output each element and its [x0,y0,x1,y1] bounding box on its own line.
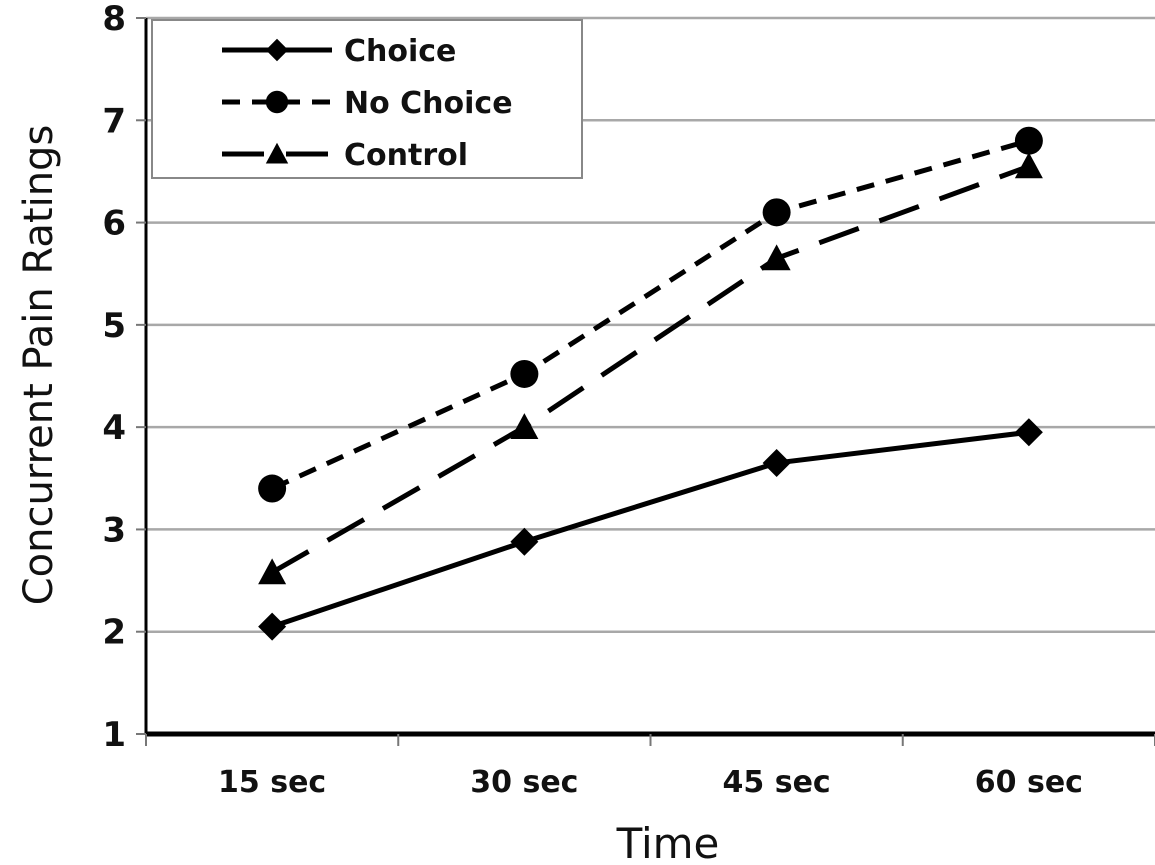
legend-marker-control [265,142,289,164]
y-tick-label: 1 [102,715,126,755]
data-point-control [510,413,539,440]
data-point-choice [510,527,539,556]
data-point-no-choice [762,198,791,227]
data-point-no-choice [1014,126,1043,155]
axes [136,17,1155,746]
series-line-control [270,163,1030,575]
data-point-no-choice [258,474,287,503]
series-line-choice [271,429,1030,629]
series-line-no-choice [271,138,1030,491]
x-axis-title: Time [616,819,720,865]
x-tick-label: 15 sec [218,765,326,800]
x-tick-label: 45 sec [723,765,831,800]
data-point-choice [762,448,791,477]
y-tick-label: 7 [102,101,126,141]
legend-item-control: Control [222,138,468,173]
data-point-choice [258,612,287,641]
legend: Choice No Choice Control [151,19,583,179]
y-tick-labels: 1 2 3 4 5 6 7 8 [102,0,126,755]
legend-label: Control [344,138,468,173]
y-tick-label: 4 [102,408,126,448]
legend-marker-no-choice [265,90,289,114]
legend-item-no-choice: No Choice [222,86,513,121]
data-point-control [258,558,287,585]
series [258,126,1043,641]
y-tick-label: 6 [102,204,126,244]
legend-label: No Choice [344,86,513,121]
series-control [258,152,1043,585]
x-tick-label: 30 sec [470,765,578,800]
x-tick-label: 60 sec [975,765,1083,800]
data-point-choice [1014,418,1043,447]
series-choice [258,418,1043,641]
legend-marker-choice [265,38,289,62]
legend-item-choice: Choice [222,34,456,69]
data-point-no-choice [510,359,539,388]
y-tick-label: 2 [102,613,126,653]
legend-label: Choice [344,34,456,69]
y-tick-label: 8 [102,0,126,39]
y-tick-label: 3 [102,510,126,550]
series-no-choice [258,126,1043,503]
x-tick-labels: 15 sec 30 sec 45 sec 60 sec [218,765,1083,800]
data-point-control [1014,152,1043,179]
data-point-control [762,244,791,271]
y-axis-title: Concurrent Pain Ratings [16,125,62,606]
y-tick-label: 5 [102,306,126,346]
